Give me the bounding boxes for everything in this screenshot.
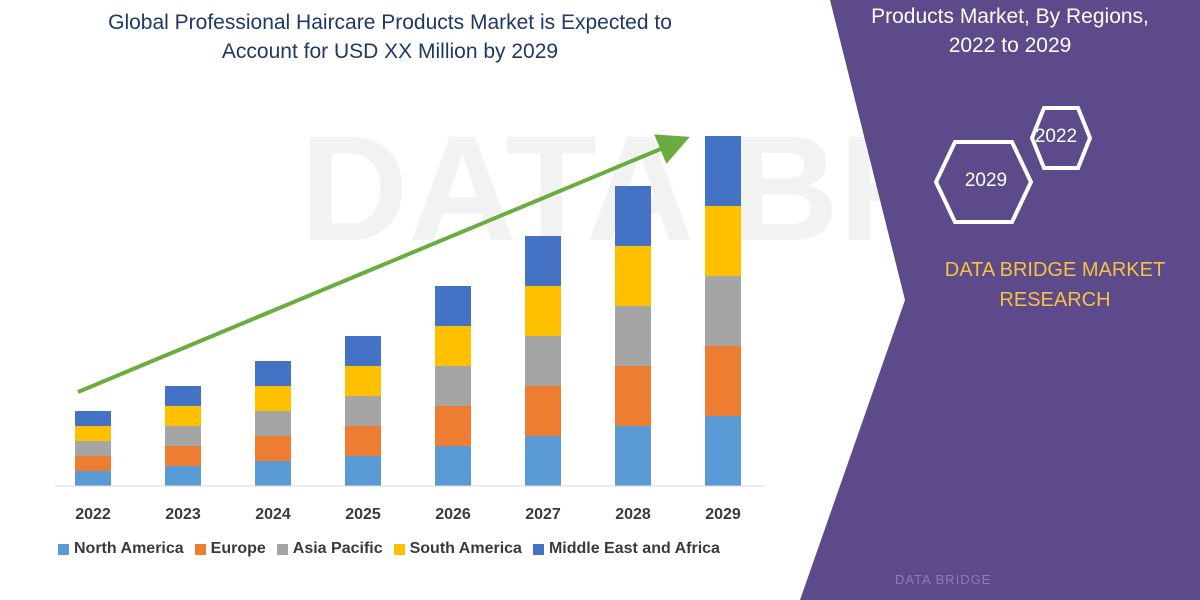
logo-text: DATA BRIDGE: [895, 572, 992, 587]
legend-swatch: [393, 543, 405, 555]
legend-label: North America: [74, 540, 184, 557]
trend-arrow: [77, 134, 690, 394]
x-tick-label: 2022: [75, 506, 111, 523]
legend-item: Middle East and Africa: [532, 540, 720, 558]
x-tick-label: 2023: [165, 506, 201, 523]
bar-2028-series-1: [615, 366, 651, 426]
x-tick-labels: 2022 2023 2024 2025 2026 2027 2028 2029: [75, 506, 741, 523]
x-tick-label: 2026: [435, 506, 471, 523]
bar-2023-series-4: [165, 386, 201, 406]
hexagon-2022: [1029, 106, 1093, 170]
legend-swatch: [194, 543, 206, 555]
hexagon-label-2022: 2022: [1034, 126, 1078, 147]
bar-2022-series-0: [75, 471, 111, 486]
bar-2024-series-3: [255, 386, 291, 411]
bar-2025-series-0: [345, 456, 381, 486]
bar-2025-series-3: [345, 366, 381, 396]
bar-2029-series-3: [705, 206, 741, 276]
bar-2023-series-0: [165, 466, 201, 486]
bar-2025-series-1: [345, 426, 381, 456]
legend-item: South America: [393, 540, 522, 558]
side-panel-title: Products Market, By Regions, 2022 to 202…: [850, 2, 1170, 60]
bar-2027-series-4: [525, 236, 561, 286]
bar-2028-series-0: [615, 426, 651, 486]
bar-2023-series-3: [165, 406, 201, 426]
bar-2026-series-0: [435, 446, 471, 486]
bar-2022-series-4: [75, 411, 111, 426]
bar-2024-series-4: [255, 361, 291, 386]
chart-title: Global Professional Haircare Products Ma…: [40, 8, 740, 66]
legend-item: North America: [58, 540, 184, 558]
bar-2022-series-1: [75, 456, 111, 471]
side-title-line1: Products Market, By Regions,: [871, 5, 1149, 28]
bar-2024-series-1: [255, 436, 291, 461]
bar-2027-series-1: [525, 386, 561, 436]
bar-2023-series-2: [165, 426, 201, 446]
chart-legend: North America Europe Asia Pacific South Ame…: [58, 540, 720, 558]
hexagon-label-2029: 2029: [964, 170, 1008, 191]
bar-2027-series-2: [525, 336, 561, 386]
bar-2026-series-2: [435, 366, 471, 406]
side-panel: [800, 0, 1200, 600]
legend-label: Asia Pacific: [292, 540, 383, 557]
bar-2023-series-1: [165, 446, 201, 466]
bars-layer: [75, 136, 741, 486]
brand-line2: RESEARCH: [999, 289, 1111, 311]
bar-2029-series-1: [705, 346, 741, 416]
x-tick-label: 2027: [525, 506, 561, 523]
chart-title-line1: Global Professional Haircare Products Ma…: [108, 11, 672, 34]
bar-2027-series-3: [525, 286, 561, 336]
legend-swatch: [532, 543, 544, 555]
x-tick-label: 2028: [615, 506, 651, 523]
bar-2022-series-2: [75, 441, 111, 456]
legend-label: Europe: [210, 540, 266, 557]
brand-line1: DATA BRIDGE MARKET: [944, 259, 1166, 281]
bar-2024-series-2: [255, 411, 291, 436]
x-tick-label: 2029: [705, 506, 741, 523]
bar-2027-series-0: [525, 436, 561, 486]
brand-name: DATA BRIDGE MARKET RESEARCH: [925, 255, 1185, 315]
legend-label: Middle East and Africa: [548, 540, 720, 557]
bar-2026-series-3: [435, 326, 471, 366]
bar-2029-series-4: [705, 136, 741, 206]
bar-2028-series-4: [615, 186, 651, 246]
chart-title-line2: Account for USD XX Million by 2029: [221, 40, 559, 63]
bar-2029-series-2: [705, 276, 741, 346]
bar-2028-series-2: [615, 306, 651, 366]
legend-swatch: [58, 543, 69, 555]
bar-2025-series-4: [345, 336, 381, 366]
x-tick-label: 2025: [345, 506, 381, 523]
legend-swatch: [276, 543, 288, 555]
legend-item: Asia Pacific: [276, 540, 383, 558]
bar-2022-series-3: [75, 426, 111, 441]
bar-2026-series-4: [435, 286, 471, 326]
legend-label: South America: [409, 540, 522, 557]
bar-2026-series-1: [435, 406, 471, 446]
bar-2024-series-0: [255, 461, 291, 486]
x-tick-label: 2024: [255, 506, 291, 523]
legend-item: Europe: [194, 540, 266, 558]
hexagon-2029: [933, 140, 1034, 224]
side-title-line2: 2022 to 2029: [948, 34, 1072, 57]
bar-2029-series-0: [705, 416, 741, 486]
bar-2025-series-2: [345, 396, 381, 426]
bar-2028-series-3: [615, 246, 651, 306]
